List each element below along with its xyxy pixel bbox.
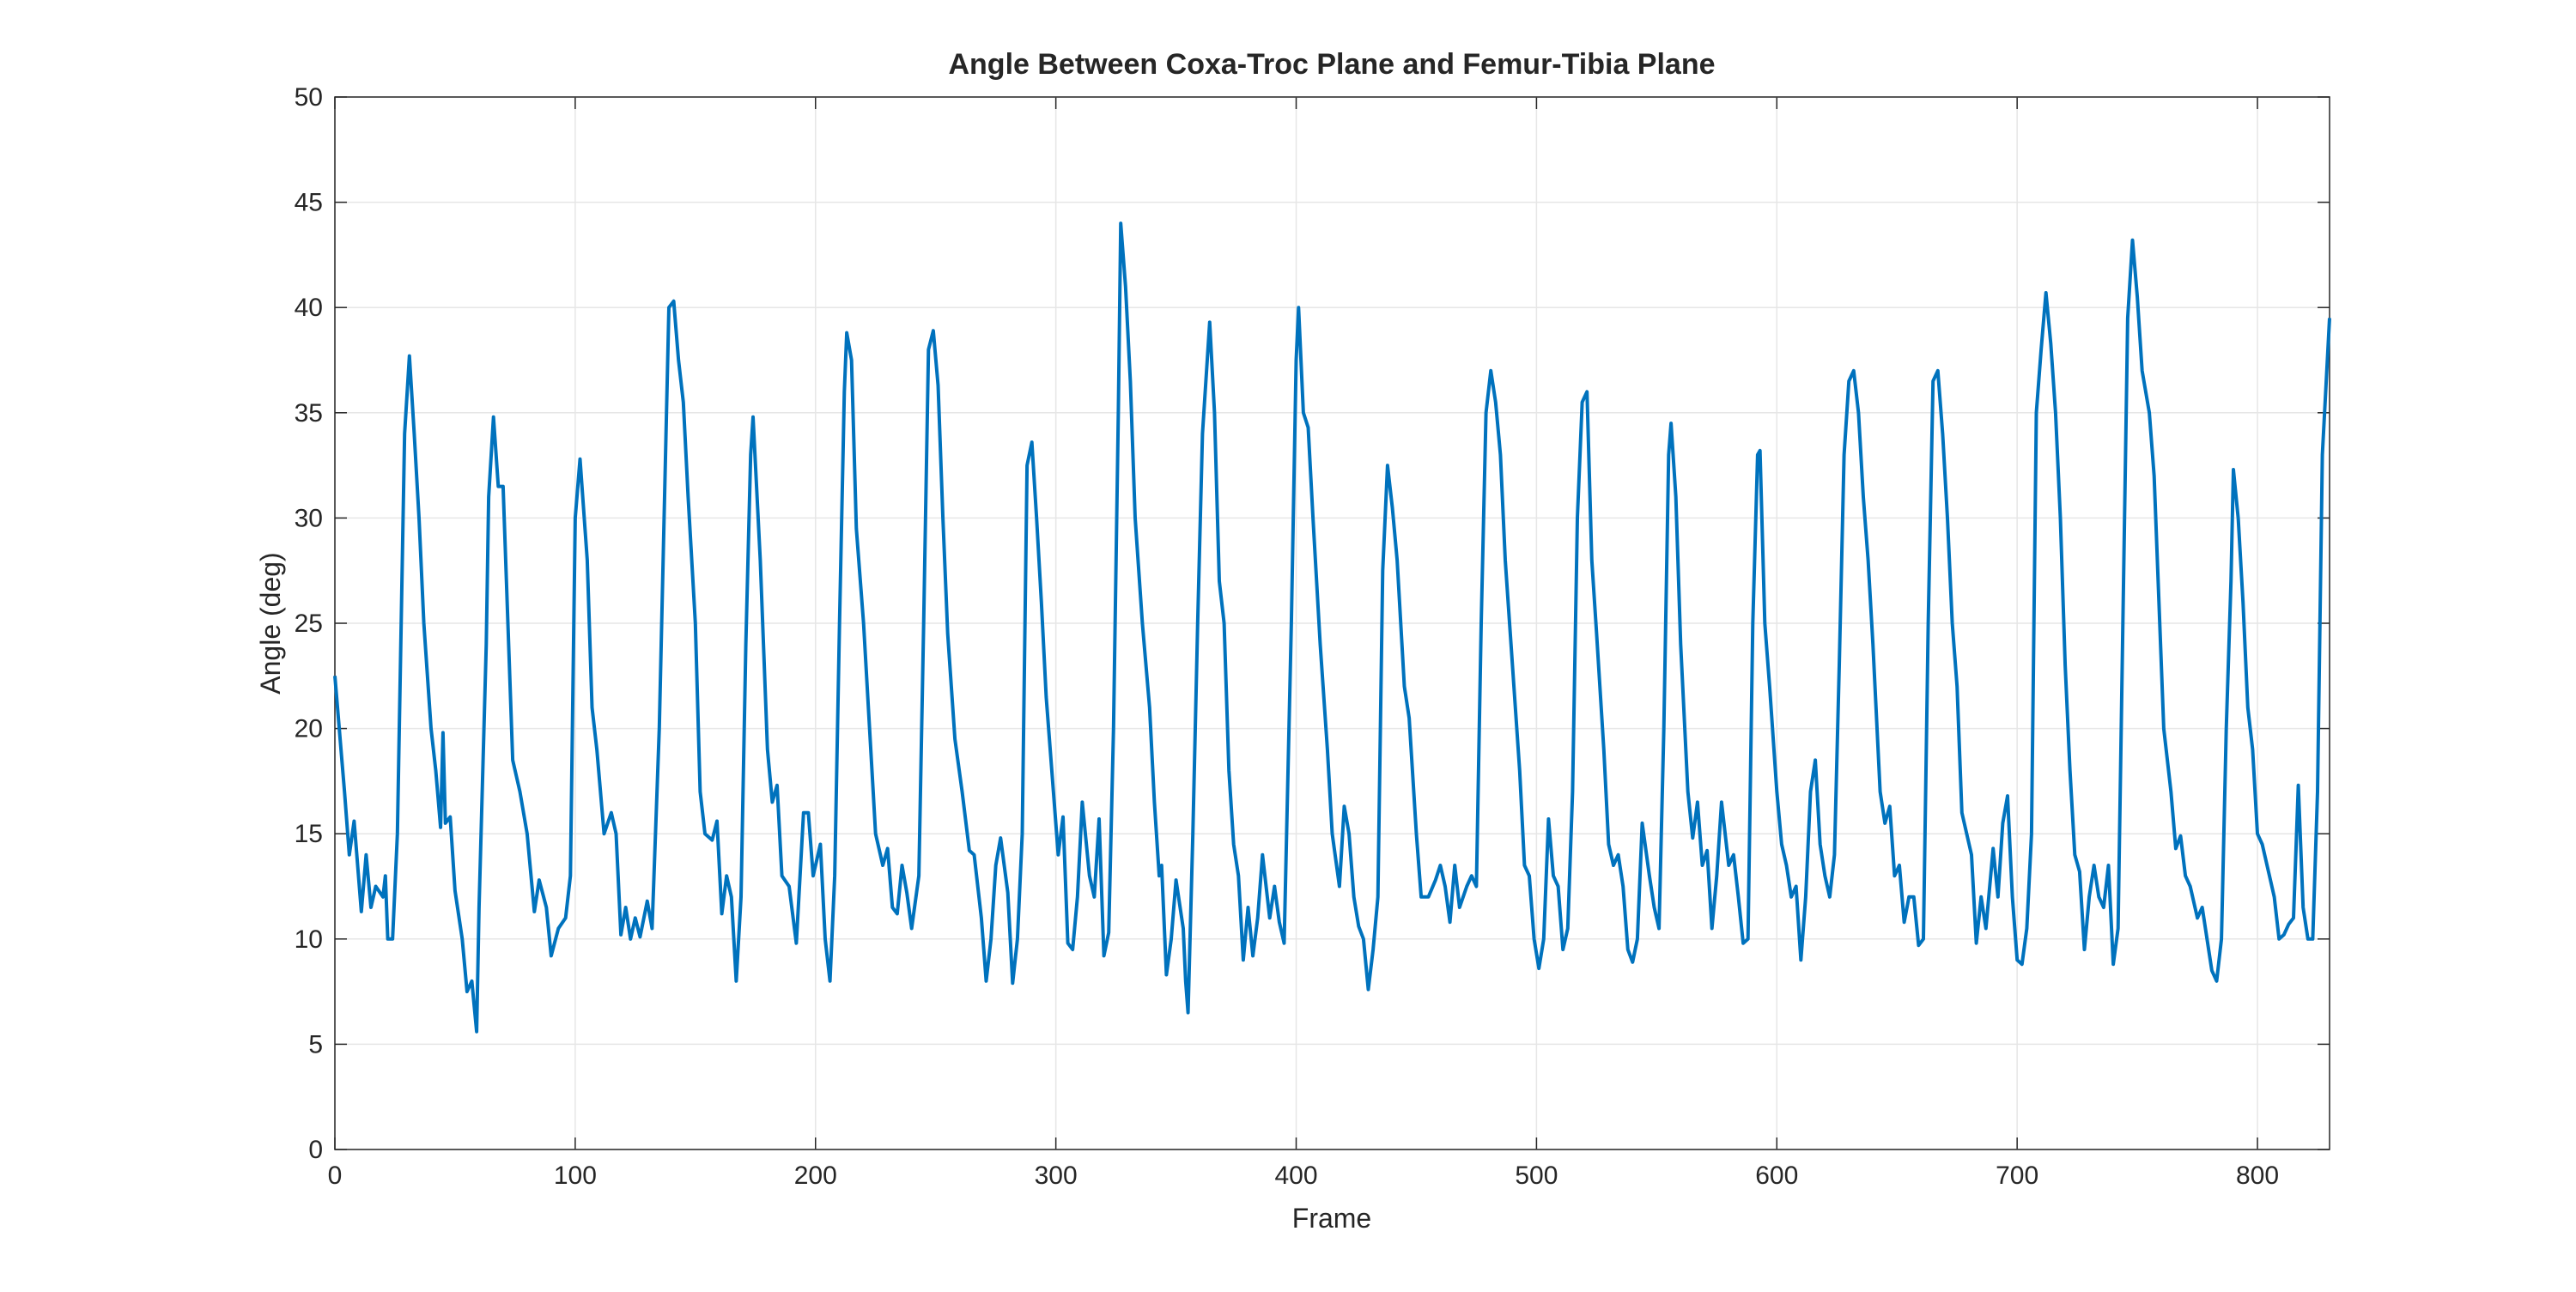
x-tick-label: 100	[554, 1162, 597, 1190]
chart-title: Angle Between Coxa-Troc Plane and Femur-…	[948, 48, 1715, 81]
x-tick-label: 800	[2236, 1162, 2279, 1190]
y-tick-label: 15	[295, 820, 323, 848]
x-tick-label: 600	[1755, 1162, 1798, 1190]
y-tick-label: 20	[295, 715, 323, 743]
y-tick-label: 40	[295, 294, 323, 322]
x-tick-label: 500	[1515, 1162, 1558, 1190]
y-tick-label: 10	[295, 925, 323, 954]
x-tick-label: 400	[1274, 1162, 1317, 1190]
x-tick-label: 200	[794, 1162, 837, 1190]
x-tick-label: 0	[328, 1162, 343, 1190]
y-tick-label: 50	[295, 83, 323, 112]
x-axis-label: Frame	[1292, 1203, 1371, 1234]
y-tick-label: 0	[308, 1136, 323, 1164]
y-tick-label: 30	[295, 504, 323, 532]
x-tick-label: 300	[1035, 1162, 1078, 1190]
y-axis-label: Angle (deg)	[255, 552, 286, 694]
y-tick-label: 5	[308, 1030, 323, 1058]
axes-box	[334, 96, 2330, 1150]
y-tick-label: 45	[295, 189, 323, 217]
y-tick-label: 25	[295, 610, 323, 638]
data-line	[333, 221, 2331, 1034]
y-tick-label: 35	[295, 399, 323, 428]
x-tick-label: 700	[1996, 1162, 2038, 1190]
